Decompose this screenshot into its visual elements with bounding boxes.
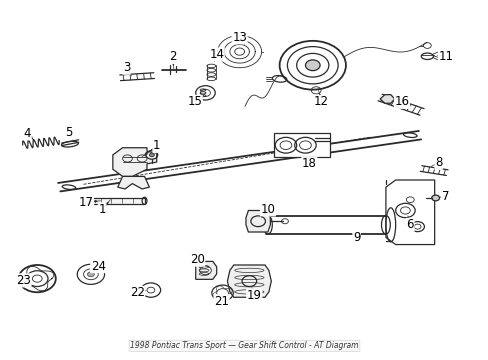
Polygon shape [227, 265, 271, 297]
Text: 3: 3 [122, 61, 130, 74]
Polygon shape [379, 95, 394, 103]
Text: 11: 11 [437, 50, 452, 63]
Polygon shape [113, 148, 157, 176]
Text: 4: 4 [24, 127, 31, 140]
Text: 18: 18 [301, 157, 316, 170]
Polygon shape [245, 211, 270, 232]
Text: 20: 20 [189, 253, 204, 266]
Text: 5: 5 [65, 126, 73, 139]
Text: 7: 7 [441, 190, 448, 203]
Polygon shape [195, 261, 216, 279]
Text: 6: 6 [406, 218, 413, 231]
Text: 16: 16 [394, 95, 408, 108]
Polygon shape [118, 176, 149, 189]
Text: 14: 14 [209, 48, 224, 61]
Circle shape [87, 272, 94, 277]
Bar [273, 133, 329, 157]
Text: 23: 23 [16, 274, 31, 287]
Text: 1: 1 [98, 203, 105, 216]
Text: 19: 19 [246, 289, 261, 302]
Text: 9: 9 [352, 231, 360, 244]
Circle shape [431, 195, 439, 201]
Text: 21: 21 [214, 295, 228, 308]
Text: 15: 15 [187, 95, 202, 108]
Polygon shape [385, 180, 434, 244]
Text: 12: 12 [313, 95, 328, 108]
Text: 10: 10 [260, 203, 275, 216]
Text: 17: 17 [79, 196, 93, 209]
Text: 24: 24 [91, 260, 105, 273]
Circle shape [149, 153, 154, 157]
Text: 2: 2 [169, 50, 176, 63]
Circle shape [305, 60, 320, 71]
Text: 1: 1 [153, 139, 160, 152]
Bar [86, 198, 144, 204]
Text: 13: 13 [232, 31, 246, 44]
Text: 8: 8 [434, 156, 441, 169]
Text: 22: 22 [129, 287, 144, 300]
Text: 1998 Pontiac Trans Sport — Gear Shift Control - AT Diagram: 1998 Pontiac Trans Sport — Gear Shift Co… [130, 341, 358, 350]
